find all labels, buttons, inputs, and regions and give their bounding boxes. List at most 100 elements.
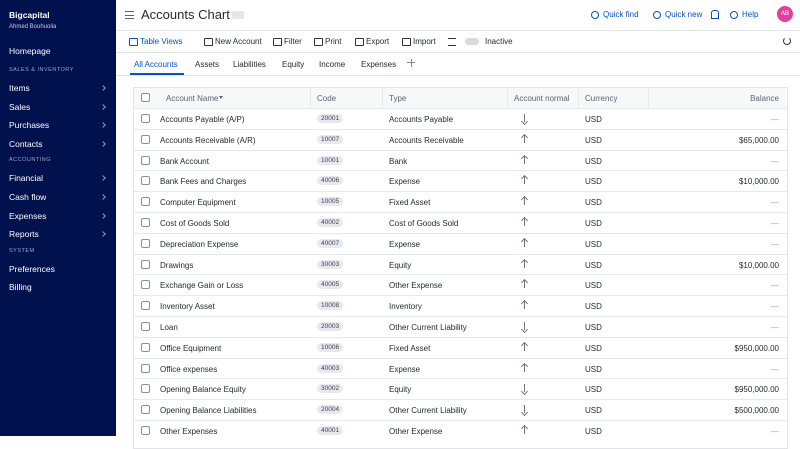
checkbox[interactable] [141,426,150,435]
checkbox[interactable] [141,238,150,248]
account-name[interactable]: Opening Balance Liabilities [160,406,257,416]
account-name[interactable]: Loan [160,323,178,332]
account-name[interactable]: Cost of Goods Sold [160,219,230,228]
account-name[interactable]: Office Equipment [160,343,222,353]
toolbar-icon[interactable] [314,38,323,46]
checkbox[interactable] [141,363,150,373]
checkbox[interactable] [141,301,150,311]
balance: $950,000.00 [734,343,780,353]
nav-item[interactable]: Homepage [9,46,51,56]
account-name[interactable]: Computer Equipment [160,198,236,208]
refresh-icon[interactable] [783,37,791,45]
balance: $10,000.00 [738,260,779,270]
nav-item[interactable]: Cash flow [9,192,47,202]
column-header[interactable]: Currency [585,94,618,103]
checkbox[interactable] [141,280,150,290]
tab[interactable]: All Accounts [134,60,178,69]
nav-item[interactable]: Preferences [9,263,55,274]
header-action[interactable]: Quick new [665,10,703,19]
account-name[interactable]: Depreciation Expense [160,239,239,249]
toolbar-button[interactable]: Import [413,37,436,46]
tab[interactable]: Equity [282,60,305,69]
row-divider [133,336,787,338]
checkbox[interactable] [141,93,150,102]
column-header[interactable]: Account normal [514,94,570,103]
checkbox[interactable] [141,197,150,207]
account-name[interactable]: Office expenses [160,364,218,374]
checkbox[interactable] [141,134,150,144]
account-normal-arrow [524,238,525,247]
tab[interactable]: Expenses [361,60,397,69]
toggle[interactable] [465,38,479,45]
toolbar-icon[interactable] [129,38,138,46]
header-action[interactable]: Quick find [603,10,639,19]
bell-icon[interactable] [711,10,719,19]
header-icon[interactable] [653,11,661,19]
column-header[interactable]: Balance [750,94,779,103]
currency: USD [585,115,602,124]
toolbar-icon[interactable] [355,38,364,46]
header-icon[interactable] [591,11,599,19]
currency: USD [585,343,602,353]
tab[interactable]: Assets [195,60,220,69]
account-code: 10006 [317,342,344,352]
account-type: Accounts Receivable [389,135,464,145]
toolbar-icon[interactable] [448,38,456,46]
nav-item[interactable]: Purchases [9,120,50,131]
menu-icon[interactable] [125,11,134,19]
tab[interactable]: Liabilities [233,60,266,69]
checkbox[interactable] [141,155,150,165]
checkbox[interactable] [141,384,150,394]
account-code: 10001 [317,155,344,165]
account-name[interactable]: Bank Fees and Charges [160,177,247,187]
add-tab[interactable] [410,58,412,67]
account-name[interactable]: Other Expenses [160,427,218,436]
column-header[interactable]: Code [317,94,337,103]
account-name[interactable]: Accounts Receivable (A/R) [160,135,256,145]
checkbox[interactable] [141,405,150,415]
toolbar-button[interactable]: Table Views [140,37,183,46]
account-name[interactable]: Bank Account [160,156,209,166]
nav-item[interactable]: Contacts [9,138,43,149]
nav-item[interactable]: Sales [9,101,31,112]
nav-item[interactable]: Items [9,83,30,93]
currency: USD [585,260,602,270]
column-header[interactable]: Type [389,94,407,103]
nav-item[interactable]: Financial [9,173,44,184]
toolbar-icon[interactable] [273,38,282,46]
header-icon[interactable] [730,11,738,19]
column-divider [507,88,508,108]
account-name[interactable]: Drawings [160,260,194,270]
account-name[interactable]: Opening Balance Equity [160,385,246,395]
account-code: 20004 [317,405,344,415]
toolbar-button[interactable]: New Account [215,37,262,46]
toolbar-button[interactable]: Print [325,37,342,46]
account-name[interactable]: Exchange Gain or Loss [160,281,244,291]
more-button[interactable] [232,11,244,19]
account-name[interactable]: Accounts Payable (A/P) [160,115,245,124]
toolbar-button[interactable]: Filter [284,37,302,46]
account-code: 40002 [317,218,344,227]
checkbox[interactable] [141,342,150,352]
nav-item[interactable]: Expenses [9,210,47,221]
balance: — [771,427,779,436]
account-type: Other Expense [389,427,443,436]
checkbox[interactable] [141,259,150,269]
toolbar-icon[interactable] [402,38,411,46]
toolbar-button[interactable]: Export [366,37,390,46]
tab[interactable]: Income [319,60,346,69]
currency: USD [585,198,602,208]
balance: — [771,239,779,249]
checkbox[interactable] [141,322,150,331]
header-action[interactable]: Help [742,10,759,19]
balance: — [771,323,779,332]
checkbox[interactable] [141,218,150,227]
avatar[interactable]: AB [777,6,793,22]
nav-item[interactable]: Billing [9,282,32,293]
checkbox[interactable] [141,176,150,186]
nav-item[interactable]: Reports [9,229,39,240]
checkbox[interactable] [141,114,150,123]
toolbar-icon[interactable] [204,38,213,46]
account-name[interactable]: Inventory Asset [160,302,215,312]
column-header[interactable]: Account Name [166,94,219,103]
